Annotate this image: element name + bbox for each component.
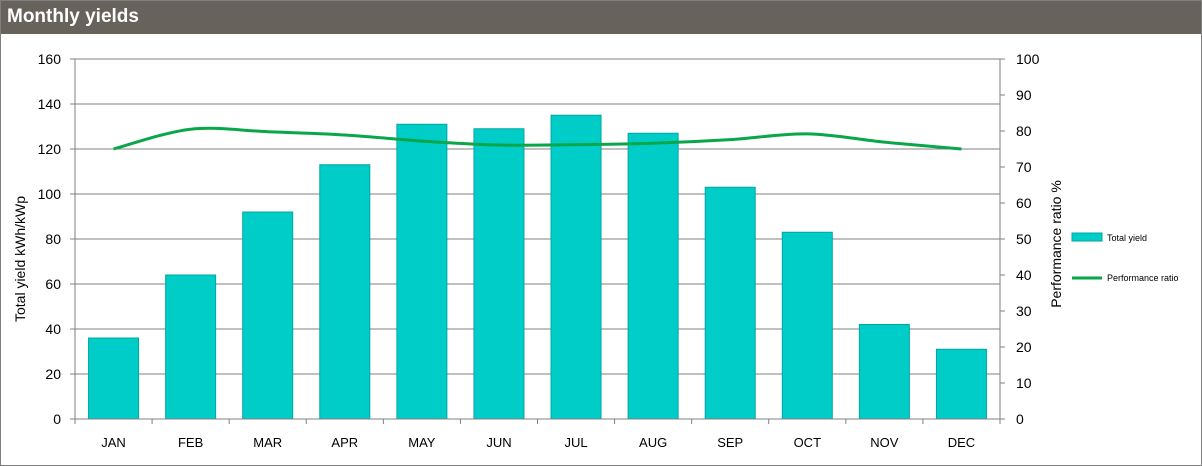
x-tick-label-nov: NOV [870,435,899,450]
bar-apr [319,164,371,420]
left-tick-label: 60 [45,276,61,292]
left-tick-label: 20 [45,366,61,382]
bar-nov [858,324,910,420]
legend: Total yield Performance ratio [1071,232,1179,283]
y2-axis-title: Performance ratio % [1048,180,1064,308]
performance-ratio-line-group [113,126,962,151]
right-tick-label: 20 [1016,339,1032,355]
bar-mar [242,211,294,420]
chart-title: Monthly yields [7,6,139,27]
x-tick-label-apr: APR [331,435,358,450]
x-tick-label-aug: AUG [639,435,667,450]
x-tick-label-oct: OCT [794,435,822,450]
x-tick-label-dec: DEC [948,435,975,450]
legend-label-performance-ratio: Performance ratio [1107,273,1179,283]
x-tick-label-jul: JUL [564,435,587,450]
bar-dec [935,348,987,420]
bar-aug [627,132,679,420]
right-tick-label: 60 [1016,195,1032,211]
x-tick-label-jan: JAN [101,435,126,450]
monthly-yields-chart: 0 20 40 60 80 100 120 140 160 0 10 20 30 40 50 60 70 80 90… [12,51,1179,450]
axes [70,58,1005,424]
bars [88,114,987,420]
left-tick-label: 0 [53,411,61,427]
x-tick-label-jun: JUN [486,435,511,450]
x-tick-label-mar: MAR [253,435,282,450]
bar-feb [165,274,217,420]
left-tick-label: 160 [38,51,62,67]
bar-jun [473,128,525,420]
x-tick-label-may: MAY [408,435,436,450]
x-tick-label-feb: FEB [178,435,203,450]
right-tick-label: 0 [1016,411,1024,427]
performance-ratio-line [113,126,962,151]
right-tick-label: 90 [1016,87,1032,103]
right-tick-label: 40 [1016,267,1032,283]
right-tick-label: 30 [1016,303,1032,319]
bar-oct [781,231,833,420]
right-tick-label: 10 [1016,375,1032,391]
axis-labels: 0 20 40 60 80 100 120 140 160 0 10 20 30 40 50 60 70 80 90… [12,51,1064,450]
right-tick-label: 50 [1016,231,1032,247]
left-tick-label: 100 [38,186,62,202]
legend-swatch-total-yield [1071,232,1103,242]
left-tick-label: 80 [45,231,61,247]
chart-header: Monthly yields [1,1,1201,34]
right-tick-label: 100 [1016,51,1040,67]
left-tick-label: 120 [38,141,62,157]
y-axis-title: Total yield kWh/kWp [12,196,28,322]
left-tick-label: 140 [38,96,62,112]
right-tick-label: 80 [1016,123,1032,139]
legend-label-total-yield: Total yield [1107,233,1147,243]
x-tick-label-sep: SEP [717,435,743,450]
bar-may [396,123,448,420]
bar-sep [704,186,756,420]
left-tick-label: 40 [45,321,61,337]
right-tick-label: 70 [1016,159,1032,175]
gridlines [75,58,1000,375]
bar-jul [550,114,602,420]
bar-jan [88,337,140,420]
